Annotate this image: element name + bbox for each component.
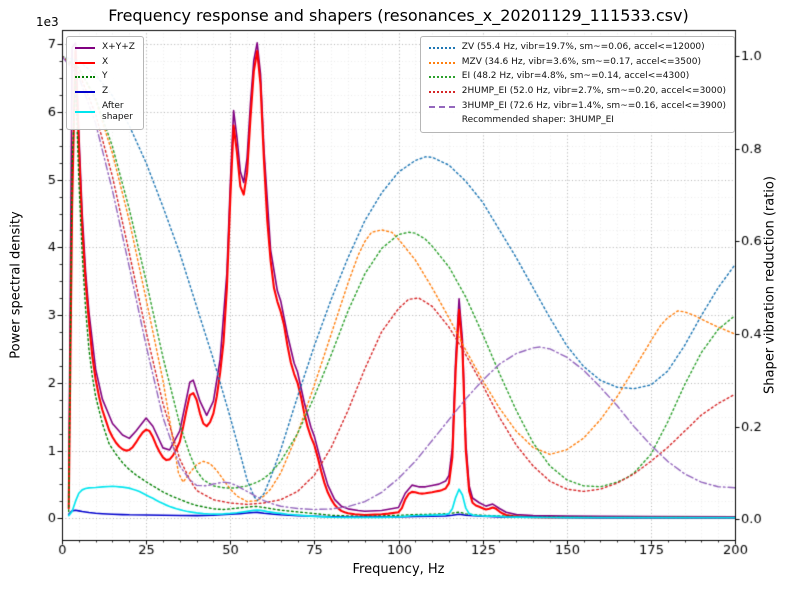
legend-label: X (102, 56, 109, 67)
legend-line-swatch (75, 61, 95, 64)
y-axis-offset-text: 1e3 (36, 15, 59, 29)
chart-title: Frequency response and shapers (resonanc… (108, 6, 689, 25)
legend-line-swatch (428, 105, 455, 108)
legend-label: ZV (55.4 Hz, vibr=19.7%, sm~=0.06, accel… (461, 42, 705, 52)
legend-label: 3HUMP_EI (72.6 Hz, vibr=1.4%, sm~=0.16, … (461, 100, 726, 111)
legend-item-zv: ZV (55.4 Hz, vibr=19.7%, sm~=0.06, accel… (428, 42, 726, 54)
legend-line-swatch (428, 46, 455, 49)
legend-label: 2HUMP_EI (52.0 Hz, vibr=2.7%, sm~=0.20, … (461, 86, 726, 97)
legend-label: Z (102, 86, 109, 97)
legend-line-swatch (75, 46, 95, 49)
legend-psd: X+Y+Z X Y Z After shaper (66, 36, 144, 131)
legend-item-after-shaper: After shaper (75, 101, 135, 124)
legend-line-swatch (428, 76, 455, 79)
legend-item-x-y-z: X+Y+Z (75, 42, 135, 54)
legend-line-swatch (428, 61, 455, 64)
legend-label: EI (48.2 Hz, vibr=4.8%, sm~=0.14, accel<… (461, 71, 690, 82)
legend-item-x: X (75, 57, 135, 69)
legend-shapers: ZV (55.4 Hz, vibr=19.7%, sm~=0.06, accel… (419, 36, 735, 134)
y-axis-label-left: Power spectral density (8, 211, 24, 359)
legend-item-recommended-shaper: Recommended shaper: 3HUMP_EI (429, 115, 726, 127)
legend-line-swatch (75, 76, 95, 79)
legend-label: Y (102, 71, 108, 82)
legend-item-z: Z (75, 86, 135, 98)
legend-item-3hump-ei: 3HUMP_EI (72.6 Hz, vibr=1.4%, sm~=0.16, … (428, 100, 726, 113)
legend-line-swatch (428, 90, 455, 93)
legend-label: After shaper (102, 100, 133, 123)
legend-label: MZV (34.6 Hz, vibr=3.6%, sm~=0.17, accel… (461, 56, 701, 67)
x-axis-label: Frequency, Hz (352, 562, 445, 577)
y-axis-label-right: Shaper vibration reduction (ratio) (762, 176, 778, 394)
legend-line-swatch (75, 90, 95, 93)
legend-item-2hump-ei: 2HUMP_EI (52.0 Hz, vibr=2.7%, sm~=0.20, … (428, 86, 726, 98)
legend-item-ei: EI (48.2 Hz, vibr=4.8%, sm~=0.14, accel<… (428, 71, 726, 83)
legend-item-y: Y (75, 71, 135, 83)
legend-item-mzv: MZV (34.6 Hz, vibr=3.6%, sm~=0.17, accel… (428, 56, 726, 69)
legend-label: X+Y+Z (102, 42, 135, 52)
legend-line-swatch (75, 111, 95, 114)
legend-label: Recommended shaper: 3HUMP_EI (461, 115, 614, 126)
